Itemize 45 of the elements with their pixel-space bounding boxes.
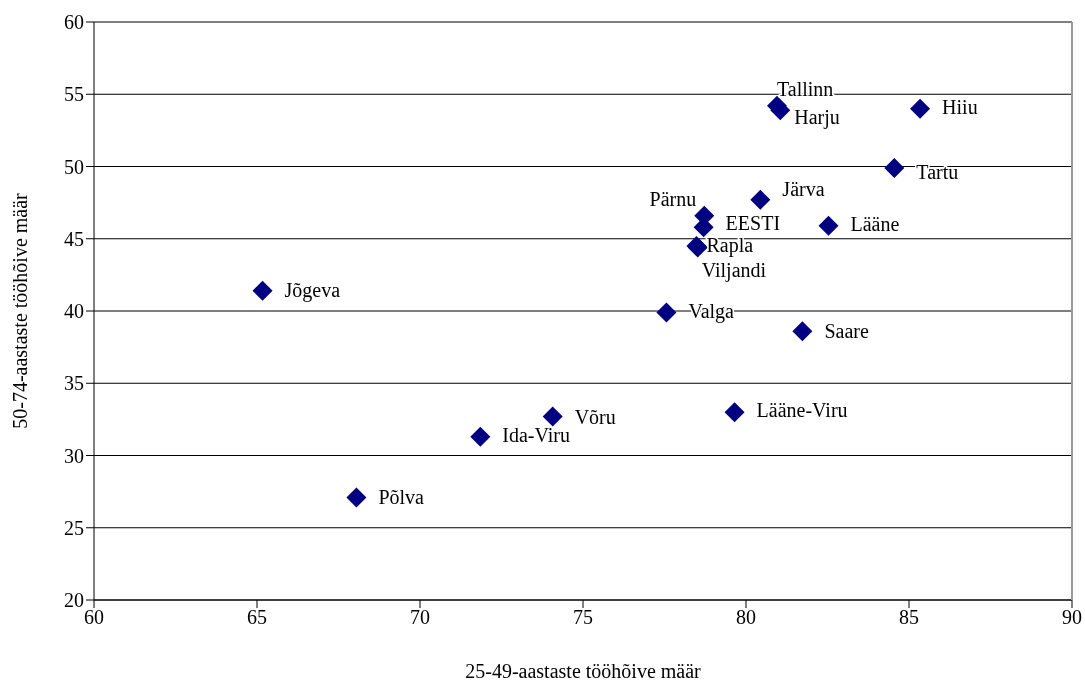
y-tick-label: 35 [64,372,84,395]
annotation: Valga [688,300,735,324]
point [542,406,563,427]
annotation: Ida-Viru [502,424,570,447]
y-tick-label: 45 [64,227,84,250]
y-tick-label: 40 [64,300,84,323]
x-axis-title: 25-49-aastaste tööhõive määr [465,660,702,682]
annotation: Jõgeva [284,279,341,303]
x-tick-label: 60 [84,606,104,629]
annotation: Viljandi [701,259,767,283]
point [818,215,839,236]
point [724,402,745,423]
y-tick-label: 55 [64,83,84,106]
annotation: Lääne [850,213,900,236]
y-tick-label: 30 [64,444,84,467]
annotation: EESTI [725,211,781,234]
y-tick-label: 20 [64,589,84,612]
annotation: Tartu [916,160,959,183]
point [910,98,931,119]
annotation: Rapla [706,233,754,257]
annotation: Lääne-Viru [756,398,848,421]
point [884,157,905,178]
annotation: Harju [794,105,840,129]
point [656,302,677,323]
annotation: Võru [574,406,616,429]
y-tick-label: 25 [64,516,84,539]
x-tick-label: 75 [573,606,593,629]
annotation: Hiiu [942,96,978,119]
x-tick-label: 85 [899,606,919,629]
point [470,426,491,447]
y-tick-label: 60 [64,11,84,34]
x-tick-label: 65 [247,606,267,629]
point [346,487,367,508]
y-tick-label: 50 [64,155,84,178]
x-tick-label: 80 [736,606,756,629]
annotation: Põlva [378,486,425,508]
point [792,321,813,342]
x-tick-label: 70 [410,606,430,629]
annotation: Pärnu [649,188,697,211]
point [252,280,273,301]
annotation: Saare [824,319,869,342]
annotation: Järva [782,178,825,201]
y-axis-title: 50-74-aastaste tööhõive määr [9,192,32,429]
point [750,189,771,210]
x-tick-label: 90 [1062,606,1082,629]
